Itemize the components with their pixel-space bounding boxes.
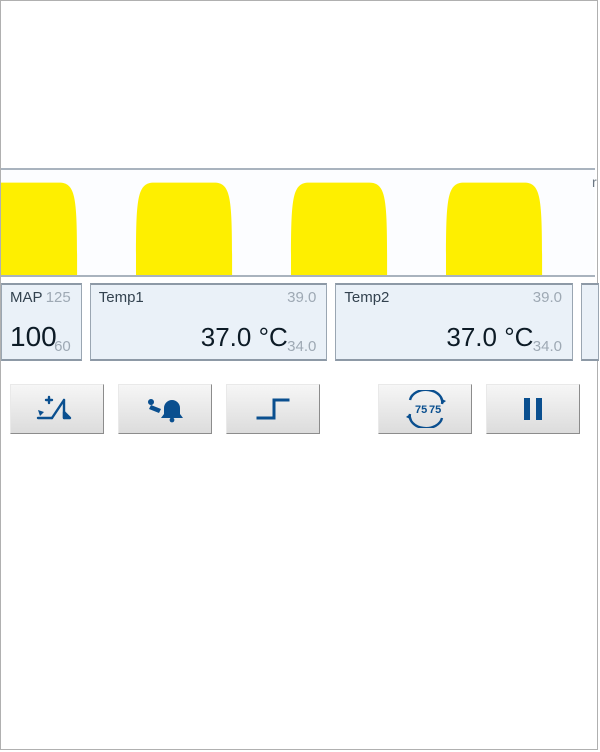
waveform-strip [1, 168, 595, 277]
svg-text:75: 75 [429, 404, 441, 416]
alarm-config-button[interactable] [118, 384, 212, 434]
param-tile-t1[interactable]: Temp1 39.0 34.037.0 °C [90, 283, 328, 361]
cycle-icon: 75 75 [398, 390, 452, 428]
alarm-limits-button[interactable] [10, 384, 104, 434]
alarm-limits-icon [34, 394, 80, 424]
param-upper-limit: 39.0 [533, 289, 562, 306]
param-value: 37.0 °C [201, 322, 288, 353]
alarm-config-icon [142, 394, 188, 424]
waveform-shape-button[interactable] [226, 384, 320, 434]
param-label: Temp2 [344, 289, 389, 306]
param-tile-t2[interactable]: Temp2 39.0 34.037.0 °C [335, 283, 573, 361]
param-upper-limit: 125 [46, 289, 71, 306]
param-upper-limit: 39.0 [287, 289, 316, 306]
svg-text:75: 75 [415, 404, 427, 416]
param-lower-limit: 34.0 [533, 338, 562, 355]
screen-border [0, 0, 598, 750]
screen: r MAP12560100Temp139.034.037.0 °CTemp239… [0, 0, 600, 752]
pause-icon [518, 395, 548, 423]
param-value: 37.0 °C [446, 322, 533, 353]
button-row: 75 75 [10, 384, 590, 434]
param-tile-overflow [581, 283, 599, 361]
waveform-plot [1, 170, 595, 275]
pause-button[interactable] [486, 384, 580, 434]
cycle-7575-button[interactable]: 75 75 [378, 384, 472, 434]
param-label: Temp1 [99, 289, 144, 306]
right-edge-glyph: r [592, 174, 597, 190]
param-value: 100 [10, 321, 57, 353]
param-lower-limit: 34.0 [287, 338, 316, 355]
param-tile-map[interactable]: MAP12560100 [1, 283, 82, 361]
parameter-row: MAP12560100Temp139.034.037.0 °CTemp239.0… [1, 283, 599, 361]
step-icon [250, 394, 296, 424]
param-label: MAP [10, 289, 43, 306]
